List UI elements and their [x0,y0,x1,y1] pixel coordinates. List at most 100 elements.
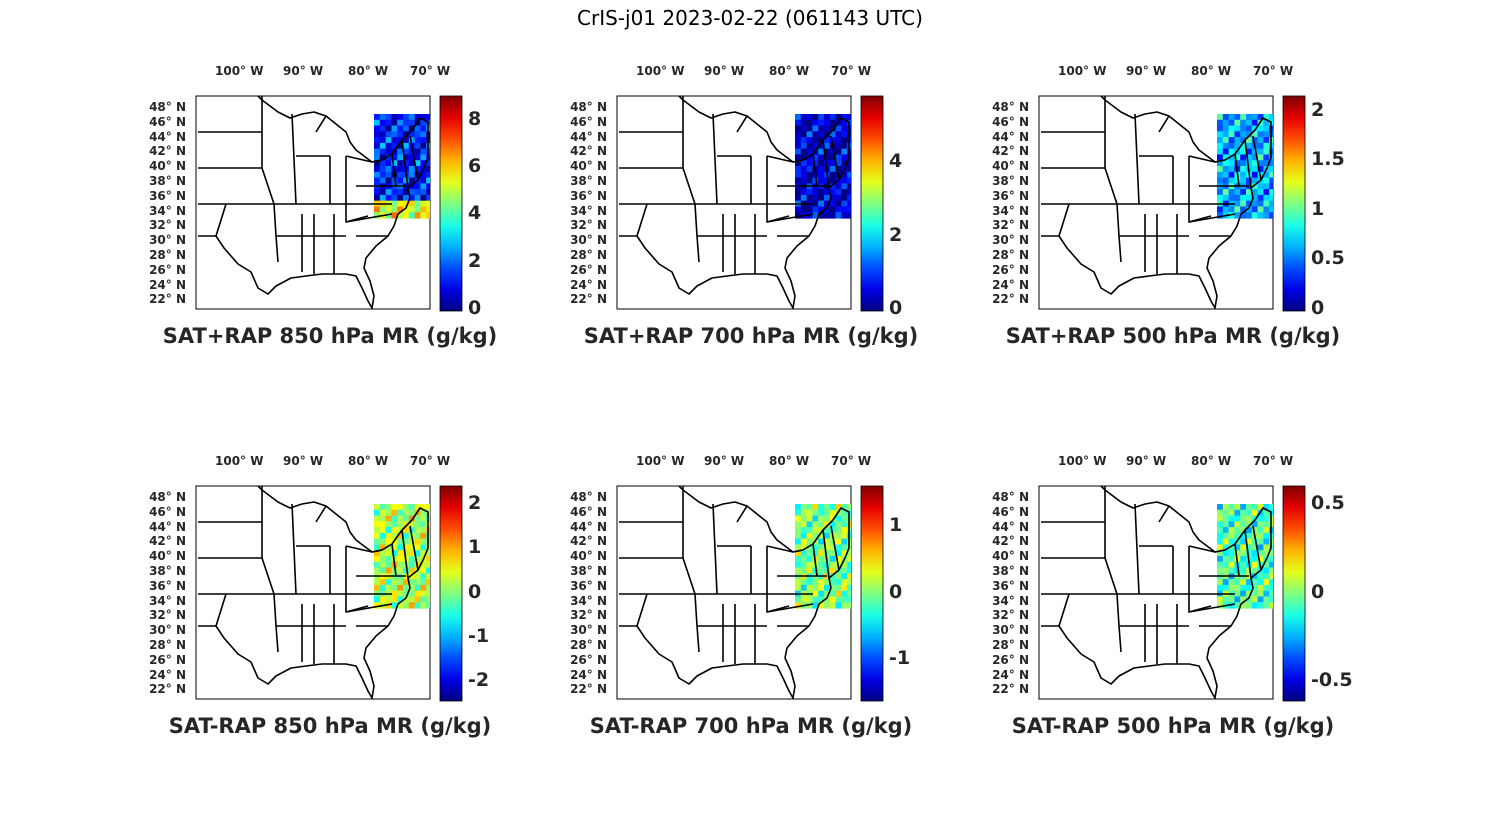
swath-cell [847,521,851,528]
swath-cell [824,160,831,167]
swath-cell [1222,166,1230,173]
swath-cell [1222,561,1230,569]
swath-cell [835,602,842,609]
swath-cell [812,160,819,167]
swath-cell [426,200,430,208]
swath-cell [403,550,410,557]
swath-cell [847,194,851,202]
swath-cell [818,119,825,127]
swath-cell [414,166,421,173]
swath-cell [795,166,802,173]
swath-cell [426,160,430,167]
swath-cell [408,212,416,219]
swath-cell [806,584,813,592]
swath-cell [841,114,848,121]
swath-cell [403,212,410,219]
lat-tick-label: 42° N [149,144,186,159]
swath-cell [1263,596,1270,603]
swath-cell [403,567,410,574]
swath-cell [812,200,819,208]
swath-cell [824,206,831,213]
swath-cell [818,189,825,196]
swath-cell [1257,573,1264,580]
swath-cell [385,556,392,563]
colorbar-tick-label: -1 [468,624,490,647]
swath-cell [847,183,851,190]
lat-tick-label: 44° N [149,129,186,144]
swath-cell [1228,521,1235,528]
swath-cell [1234,206,1241,213]
swath-cell [1228,515,1235,522]
swath-cell [818,504,825,511]
swath-cell [847,556,851,563]
swath-cell [420,596,427,603]
swath-cell [1251,538,1259,546]
swath-cell [403,206,410,213]
swath-cell [1246,194,1253,202]
swath-cell [800,544,808,551]
lat-tick-label: 26° N [570,652,607,667]
swath-cell [824,532,831,540]
swath-cell [408,509,416,517]
swath-cell [824,567,831,574]
lat-tick-label: 26° N [992,262,1029,277]
lat-tick-label: 40° N [992,549,1029,564]
swath-cell [841,584,848,592]
swath-cell [420,521,427,528]
swath-cell [806,556,813,563]
swath-cell [1217,584,1224,592]
state-borders [619,485,850,699]
swath-cell [1246,119,1253,127]
swath-cell [800,579,808,586]
swath-cell [1246,584,1253,592]
swath-cell [420,189,427,196]
lat-tick-label: 28° N [149,638,186,652]
swath-cell [1222,596,1230,603]
swath-cell [414,579,421,586]
swath-cell [1257,194,1264,202]
swath-cell [1246,527,1253,534]
swath-cell [1240,142,1247,150]
satellite-swath [795,114,851,219]
swath-cell [1217,567,1224,574]
swath-cell [1263,125,1270,132]
swath-cell [847,160,851,167]
swath-cell [1251,550,1259,557]
swath-cell [1240,538,1247,546]
lon-tick-label: 100° W [1058,454,1107,468]
swath-cell [841,200,848,208]
swath-cell [420,544,427,551]
swath-cell [391,584,398,592]
swath-cell [1246,154,1253,161]
swath-cell [1222,154,1230,161]
swath-cell [1228,579,1235,586]
swath-cell [824,119,831,127]
swath-cell [835,509,842,517]
swath-cell [835,131,842,138]
swath-cell [397,544,404,551]
swath-cell [379,584,387,592]
lon-tick-label: 70° W [410,64,451,78]
swath-cell [408,538,416,546]
colorbar-tick-label: -2 [468,669,490,692]
swath-cell [795,125,802,132]
swath-cell [1257,602,1264,609]
swath-cell [812,154,819,161]
lat-tick-label: 36° N [570,578,607,593]
swath-cell [379,567,387,574]
swath-cell [374,579,381,586]
swath-cell [1222,556,1230,563]
swath-cell [795,550,802,557]
swath-cell [1251,509,1259,517]
swath-cell [847,206,851,213]
state-border [812,153,818,187]
swath-cell [841,142,848,150]
swath-cell [379,194,387,202]
swath-cell [1251,119,1259,127]
swath-cell [824,200,831,208]
swath-cell [800,509,808,517]
swath-cell [806,166,813,173]
swath-cell [1217,125,1224,132]
swath-cell [824,590,831,598]
swath-cell [379,550,387,557]
